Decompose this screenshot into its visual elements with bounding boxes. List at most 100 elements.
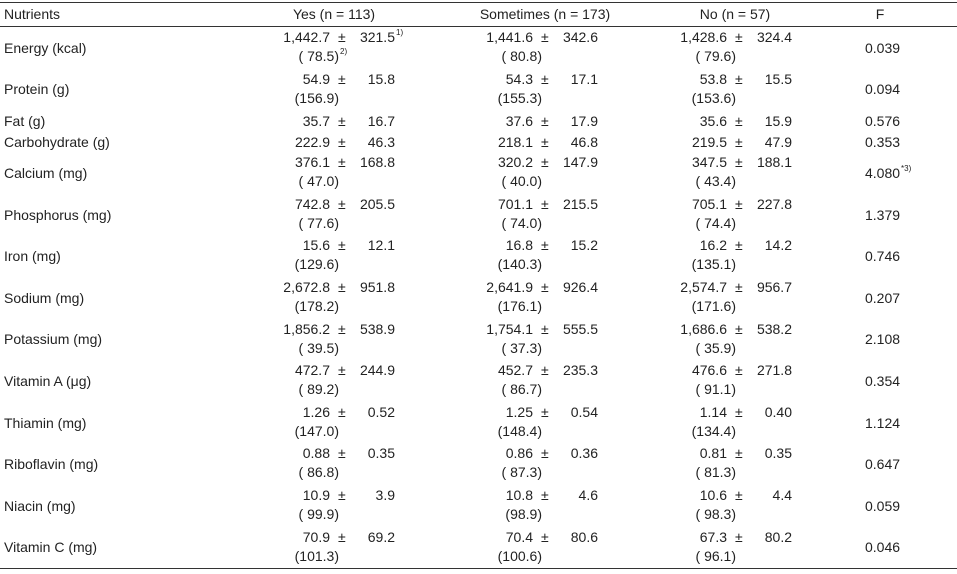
plus-minus: ± xyxy=(338,320,346,337)
sd: 3.9 xyxy=(375,487,395,503)
bottom-rule xyxy=(0,568,957,569)
nutrient-name: Calcium (mg) xyxy=(4,165,88,181)
percent: (129.6) xyxy=(294,256,339,273)
f-value: 0.207 xyxy=(865,289,901,306)
mean: 16.8 xyxy=(505,237,533,254)
sd: 47.9 xyxy=(764,133,792,150)
sd: 12.1 xyxy=(367,237,395,254)
sd: 4.6 xyxy=(578,487,598,503)
sd: 0.36 xyxy=(570,445,598,462)
mean: 452.7 xyxy=(497,362,533,379)
percent: (148.4) xyxy=(497,422,542,439)
percent: (101.3) xyxy=(294,547,339,564)
mean: 54.3 xyxy=(505,70,533,87)
sd: 15.9 xyxy=(764,112,792,129)
f-value: 0.354 xyxy=(865,373,901,389)
plus-minus: ± xyxy=(541,487,549,503)
nutrient-name: Vitamin C (mg) xyxy=(4,539,98,556)
mean: 1,754.1 xyxy=(486,320,533,337)
f-value: 0.576 xyxy=(865,112,901,129)
footnote-mark: *3) xyxy=(901,164,912,173)
sd: 188.1 xyxy=(756,154,792,171)
nutrient-name: Thiamin (mg) xyxy=(4,414,87,431)
mean: 376.1 xyxy=(294,154,330,171)
plus-minus: ± xyxy=(338,29,346,45)
plus-minus: ± xyxy=(735,528,743,545)
sd: 0.54 xyxy=(570,403,598,420)
mean: 472.7 xyxy=(294,362,330,379)
percent: ( 86.8) xyxy=(298,464,339,481)
plus-minus: ± xyxy=(735,320,743,337)
sd: 956.7 xyxy=(756,279,792,295)
percent: ( 96.1) xyxy=(695,547,736,564)
f-value: 0.039 xyxy=(865,39,901,56)
mean: 2,672.8 xyxy=(283,279,330,295)
plus-minus: ± xyxy=(735,362,743,379)
plus-minus: ± xyxy=(541,362,549,379)
sd: 321.5 xyxy=(359,29,395,45)
nutrient-name: Potassium (mg) xyxy=(4,331,103,348)
sd: 147.9 xyxy=(562,154,598,171)
f-value: 1.124 xyxy=(865,414,901,431)
plus-minus: ± xyxy=(338,154,346,171)
plus-minus: ± xyxy=(541,320,549,337)
mean: 54.9 xyxy=(302,70,330,87)
mean: 10.9 xyxy=(302,487,330,503)
plus-minus: ± xyxy=(338,362,346,379)
sd: 926.4 xyxy=(562,279,598,295)
plus-minus: ± xyxy=(338,403,346,420)
percent: ( 81.3) xyxy=(695,464,736,481)
percent: ( 87.3) xyxy=(501,464,542,481)
column-header: F xyxy=(875,6,885,22)
plus-minus: ± xyxy=(735,445,743,462)
plus-minus: ± xyxy=(735,70,743,87)
mean: 705.1 xyxy=(691,195,727,212)
mean: 16.2 xyxy=(699,237,727,254)
nutrient-name: Carbohydrate (g) xyxy=(4,133,110,150)
nutrient-name: Iron (mg) xyxy=(4,248,61,265)
nutrient-name: Protein (g) xyxy=(4,81,70,98)
mean: 53.8 xyxy=(699,70,727,87)
percent: ( 91.1) xyxy=(695,381,736,398)
column-header: No (n = 57) xyxy=(699,6,771,22)
mean: 1.25 xyxy=(505,403,533,420)
mean: 10.6 xyxy=(699,487,727,503)
f-value: 1.379 xyxy=(865,206,901,223)
sd: 15.2 xyxy=(570,237,598,254)
percent: ( 74.0) xyxy=(501,214,542,231)
sd: 538.2 xyxy=(756,320,792,337)
nutrient-name: Riboflavin (mg) xyxy=(4,456,99,473)
mean: 2,574.7 xyxy=(680,279,727,295)
mean: 1,686.6 xyxy=(680,320,727,337)
mean: 742.8 xyxy=(294,195,330,212)
f-value: 4.080 xyxy=(865,165,901,181)
mean: 1,428.6 xyxy=(680,29,727,45)
sd: 0.40 xyxy=(764,403,792,420)
mean: 70.9 xyxy=(302,528,330,545)
percent: ( 80.8) xyxy=(501,48,542,64)
mean: 0.88 xyxy=(302,445,330,462)
sd: 15.5 xyxy=(764,70,792,87)
sd: 80.2 xyxy=(764,528,792,545)
plus-minus: ± xyxy=(338,133,346,150)
mean: 70.4 xyxy=(505,528,533,545)
sd: 205.5 xyxy=(359,195,395,212)
plus-minus: ± xyxy=(338,445,346,462)
plus-minus: ± xyxy=(541,279,549,295)
percent: ( 77.6) xyxy=(298,214,339,231)
percent: (147.0) xyxy=(294,422,339,439)
percent: ( 86.7) xyxy=(501,381,542,398)
plus-minus: ± xyxy=(338,70,346,87)
sd: 46.3 xyxy=(367,133,395,150)
plus-minus: ± xyxy=(338,528,346,545)
mean: 1,442.7 xyxy=(283,29,330,45)
sd: 0.35 xyxy=(367,445,395,462)
mean: 701.1 xyxy=(497,195,533,212)
nutrient-name: Sodium (mg) xyxy=(4,289,85,306)
mean: 0.81 xyxy=(699,445,727,462)
f-value: 0.046 xyxy=(865,539,901,556)
percent: (153.6) xyxy=(691,89,736,106)
percent: (134.4) xyxy=(691,422,736,439)
f-value: 0.746 xyxy=(865,248,901,265)
